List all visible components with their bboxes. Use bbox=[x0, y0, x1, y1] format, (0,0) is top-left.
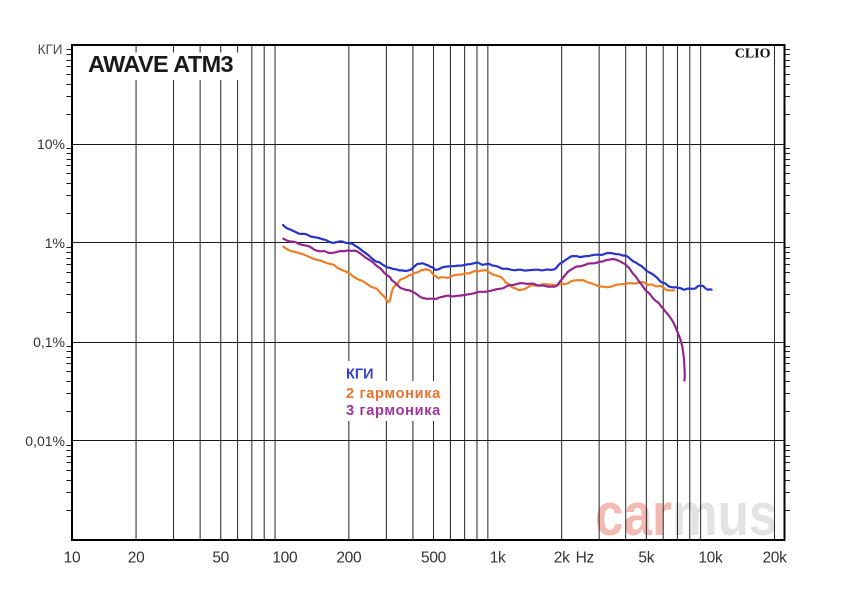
svg-text:КГИ: КГИ bbox=[38, 42, 63, 57]
svg-text:КГИ: КГИ bbox=[346, 367, 374, 383]
svg-text:0,01%: 0,01% bbox=[25, 433, 65, 449]
svg-text:10k: 10k bbox=[698, 549, 723, 566]
svg-text:10: 10 bbox=[64, 549, 81, 566]
svg-text:200: 200 bbox=[336, 549, 362, 566]
svg-text:CLIO: CLIO bbox=[735, 47, 771, 62]
svg-text:1%: 1% bbox=[45, 235, 65, 251]
svg-text:carmus: carmus bbox=[595, 480, 777, 548]
svg-text:3 гармоника: 3 гармоника bbox=[346, 403, 441, 419]
svg-text:AWAVE ATM3: AWAVE ATM3 bbox=[88, 51, 234, 77]
svg-text:0,1%: 0,1% bbox=[33, 334, 65, 350]
svg-text:2k: 2k bbox=[554, 549, 570, 566]
svg-text:20k: 20k bbox=[762, 549, 787, 566]
svg-text:20: 20 bbox=[128, 549, 145, 566]
svg-text:500: 500 bbox=[421, 549, 447, 566]
svg-text:2 гармоника: 2 гармоника bbox=[346, 386, 441, 402]
svg-text:100: 100 bbox=[272, 549, 298, 566]
svg-text:10%: 10% bbox=[37, 136, 65, 152]
svg-text:1k: 1k bbox=[490, 549, 506, 566]
svg-text:Hz: Hz bbox=[576, 549, 594, 566]
svg-text:5k: 5k bbox=[638, 549, 654, 566]
svg-text:50: 50 bbox=[212, 549, 229, 566]
